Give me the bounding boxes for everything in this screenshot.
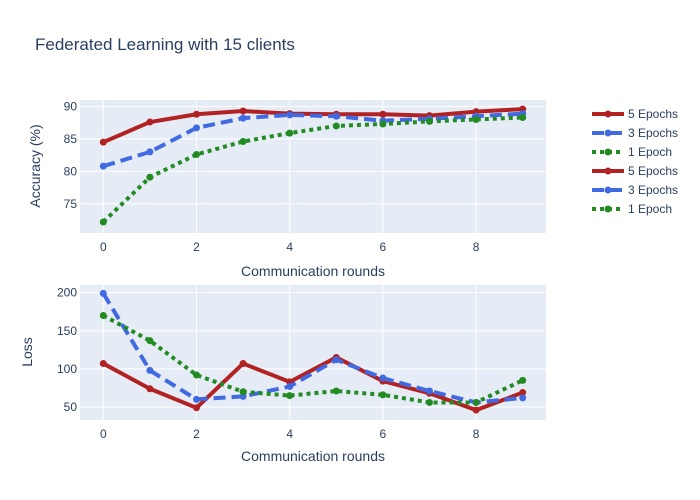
accuracy-x-axis-title: Communication rounds (241, 263, 385, 279)
accuracy-x-tick-label: 6 (380, 240, 387, 254)
legend-label: 1 Epoch (628, 202, 672, 216)
accuracy-y-tick-label: 85 (64, 132, 78, 146)
accuracy-x-tick-label: 4 (286, 240, 293, 254)
accuracy-point-3-epochs (193, 124, 200, 132)
accuracy-x-tick-label: 0 (100, 240, 107, 254)
loss-y-tick-label: 200 (57, 286, 77, 300)
loss-point-1-epoch (379, 391, 387, 399)
accuracy-point-3-epochs (146, 148, 154, 156)
loss-point-3-epochs (146, 366, 154, 374)
accuracy-point-1-epoch (472, 115, 480, 123)
accuracy-point-3-epochs (239, 114, 247, 122)
accuracy-x-tick-label: 2 (193, 240, 200, 254)
loss-x-tick-label: 0 (100, 427, 107, 441)
accuracy-x-tick-label: 8 (473, 240, 480, 254)
loss-point-5-epochs (239, 360, 247, 368)
loss-point-3-epochs (286, 382, 294, 390)
legend-item[interactable]: 3 Epochs (592, 126, 678, 140)
accuracy-point-5-epochs (99, 138, 107, 146)
loss-y-tick-label: 50 (64, 400, 78, 414)
loss-point-5-epochs (193, 404, 200, 412)
loss-point-1-epoch (146, 337, 154, 345)
accuracy-y-axis-title: Accuracy (%) (27, 124, 43, 207)
loss-point-5-epochs (519, 389, 527, 397)
accuracy-series-line-3-epochs (102, 111, 523, 169)
loss-x-axis-title: Communication rounds (241, 448, 385, 464)
accuracy-y-tick-label: 75 (64, 197, 78, 211)
loss-point-1-epoch (239, 388, 247, 396)
accuracy-point-1-epoch (286, 129, 294, 137)
legend-swatch-marker (604, 148, 612, 156)
accuracy-point-1-epoch (99, 218, 107, 226)
accuracy-point-5-epochs (146, 118, 154, 126)
legend-swatch-marker (604, 110, 612, 118)
accuracy-point-5-epochs (379, 110, 387, 118)
loss-x-tick-label: 2 (193, 427, 200, 441)
legend-label: 3 Epochs (628, 126, 678, 140)
loss-x-tick-label: 6 (380, 427, 387, 441)
legend-label: 3 Epochs (628, 183, 678, 197)
loss-point-3-epochs (332, 356, 340, 364)
accuracy-point-1-epoch (239, 138, 247, 146)
loss-x-tick-label: 8 (473, 427, 480, 441)
loss-point-5-epochs (146, 385, 154, 393)
loss-series-line-1-epoch (102, 313, 524, 405)
accuracy-point-1-epoch (379, 120, 387, 128)
loss-point-5-epochs (99, 360, 107, 368)
accuracy-point-1-epoch (519, 114, 527, 122)
accuracy-point-3-epochs (99, 162, 107, 170)
accuracy-point-5-epochs (193, 110, 200, 118)
accuracy-point-1-epoch (332, 122, 340, 130)
loss-y-tick-label: 150 (57, 324, 77, 338)
accuracy-point-1-epoch (426, 117, 433, 125)
loss-x-tick-label: 4 (286, 427, 293, 441)
loss-y-tick-label: 100 (57, 362, 77, 376)
legend-swatch-marker (604, 129, 612, 137)
loss-point-1-epoch (332, 387, 340, 395)
legend-item[interactable]: 1 Epoch (592, 202, 672, 216)
accuracy-point-3-epochs (286, 111, 294, 119)
legend-swatch-marker (604, 205, 612, 213)
accuracy-point-1-epoch (146, 173, 154, 181)
loss-point-1-epoch (193, 371, 200, 379)
loss-point-1-epoch (519, 376, 527, 384)
legend: 5 Epochs 3 Epochs 1 Epoch 5 Epochs 3 Epochs 1… (592, 107, 678, 216)
accuracy-point-1-epoch (193, 150, 200, 158)
legend-item[interactable]: 5 Epochs (592, 164, 678, 178)
accuracy-y-tick-label: 80 (64, 164, 78, 178)
legend-swatch-marker (604, 186, 612, 194)
loss-series-line-3-epochs (101, 292, 523, 405)
legend-label: 5 Epochs (628, 107, 678, 121)
accuracy-series-line-1-epoch (101, 115, 523, 224)
loss-point-3-epochs (379, 374, 387, 382)
loss-point-3-epochs (519, 394, 527, 402)
loss-point-1-epoch (286, 392, 294, 400)
legend-swatch-marker (604, 167, 612, 175)
loss-point-5-epochs (472, 406, 480, 414)
legend-label: 5 Epochs (628, 164, 678, 178)
legend-item[interactable]: 3 Epochs (592, 183, 678, 197)
legend-label: 1 Epoch (628, 145, 672, 159)
legend-item[interactable]: 1 Epoch (592, 145, 672, 159)
loss-y-axis-title: Loss (19, 337, 35, 367)
loss-point-3-epochs (426, 387, 433, 395)
loss-plot-area (80, 285, 546, 420)
loss-point-1-epoch (472, 398, 480, 406)
legend-item[interactable]: 5 Epochs (592, 107, 678, 121)
loss-point-3-epochs (99, 289, 107, 297)
loss-point-1-epoch (99, 312, 107, 320)
loss-point-1-epoch (426, 398, 433, 406)
accuracy-y-tick-label: 90 (64, 99, 78, 113)
accuracy-point-5-epochs (239, 107, 247, 115)
chart-title: Federated Learning with 15 clients (35, 35, 295, 54)
loss-point-3-epochs (193, 395, 200, 403)
accuracy-point-3-epochs (332, 112, 340, 120)
